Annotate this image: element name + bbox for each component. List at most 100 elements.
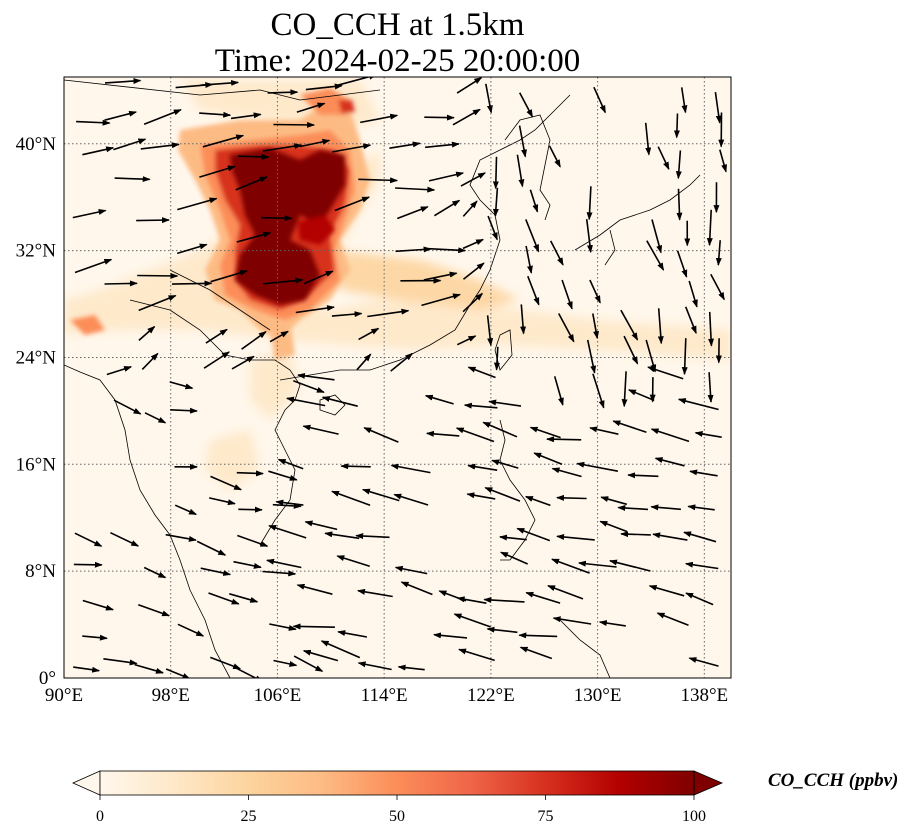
wind-arrow [397, 206, 429, 220]
wind-arrow [134, 663, 164, 674]
wind-arrow [165, 668, 191, 678]
wind-arrow [302, 649, 339, 662]
wind-arrow [229, 593, 259, 603]
wind-arrow [303, 270, 334, 285]
wind-arrow [202, 134, 245, 148]
wind-arrow [337, 630, 368, 638]
wind-arrow [237, 534, 269, 547]
wind-arrow [268, 470, 298, 481]
wind-arrow [357, 588, 393, 598]
wind-arrow [519, 646, 553, 660]
wind-arrow [452, 108, 481, 126]
wind-arrow [518, 632, 558, 639]
wind-arrow [467, 463, 498, 471]
colorbar-tick-label: 0 [96, 808, 104, 825]
wind-arrow [236, 470, 264, 477]
wind-arrow [617, 505, 649, 512]
colorbar: 0 25 50 75 100 [72, 770, 724, 825]
colorbar-tick-label: 75 [538, 808, 554, 825]
wind-arrow [304, 520, 338, 531]
wind-arrow [138, 294, 177, 312]
wind-arrow [361, 488, 400, 502]
wind-arrow [262, 570, 297, 577]
lat-tick-label: 16°N [16, 454, 57, 475]
wind-arrow [273, 659, 298, 667]
wind-vectors [72, 77, 727, 678]
wind-arrow [331, 311, 363, 318]
wind-arrow [363, 427, 399, 443]
lat-tick-label: 24°N [16, 347, 57, 368]
wind-arrow [547, 584, 584, 600]
wind-arrow [235, 176, 268, 191]
lon-tick-label: 130°E [574, 685, 622, 706]
wind-arrow [356, 353, 372, 371]
wind-arrow [646, 240, 665, 271]
wind-arrow [114, 176, 151, 183]
wind-arrow [72, 209, 107, 219]
wind-arrow [295, 305, 335, 314]
wind-arrow [687, 504, 715, 511]
wind-arrow [650, 504, 681, 511]
wind-arrow [174, 504, 198, 516]
wind-arrow [456, 77, 483, 94]
wind-arrow [524, 495, 551, 507]
wind-arrow [621, 371, 628, 408]
wind-arrow [397, 664, 425, 671]
wind-arrow [492, 187, 499, 217]
wind-arrow [592, 373, 605, 409]
wind-arrow [460, 172, 486, 187]
wind-arrow [292, 623, 335, 630]
wind-arrow [644, 122, 652, 156]
wind-arrow [82, 634, 108, 641]
wind-arrow [487, 215, 498, 241]
wind-arrow [136, 217, 170, 224]
colorbar-gradient [100, 771, 694, 795]
wind-arrow [627, 472, 659, 479]
wind-arrow [269, 330, 289, 343]
colorbar-extend-min [72, 770, 101, 796]
wind-arrow [525, 245, 533, 274]
lat-tick-label: 32°N [16, 241, 57, 262]
colorbar-tick-label: 25 [241, 808, 257, 825]
wind-arrow [266, 558, 302, 569]
wind-arrow [623, 335, 639, 365]
wind-arrow [520, 304, 527, 335]
wind-arrow [421, 293, 461, 307]
wind-arrow [548, 145, 561, 168]
wind-arrow [424, 114, 455, 121]
wind-arrow [210, 475, 243, 491]
wind-arrow [428, 171, 465, 182]
wind-arrow [199, 165, 236, 178]
wind-arrow [170, 407, 198, 414]
wind-arrow [492, 156, 499, 190]
wind-arrow [140, 142, 180, 150]
wind-arrow [651, 219, 663, 254]
lon-tick-label: 98°E [152, 685, 190, 706]
wind-arrow [552, 616, 592, 625]
wind-arrow [657, 146, 670, 171]
wind-arrow [484, 486, 521, 502]
wind-arrow [297, 372, 335, 381]
wind-arrow [296, 583, 333, 595]
wind-arrow [389, 141, 421, 149]
wind-arrow [689, 469, 718, 477]
wind-arrow [233, 666, 264, 678]
wind-arrow [453, 613, 491, 628]
wind-arrow [113, 138, 147, 151]
wind-arrow [302, 424, 339, 435]
wind-arrow [321, 396, 358, 407]
wind-arrow [462, 238, 485, 250]
wind-arrow [73, 561, 103, 568]
wind-arrow [277, 458, 304, 470]
wind-arrow [233, 560, 262, 569]
wind-arrow [104, 110, 138, 121]
wind-arrow [463, 262, 485, 280]
wind-arrow [230, 112, 262, 120]
wind-arrow [358, 177, 399, 184]
wind-arrow [205, 328, 228, 344]
wind-arrow [263, 277, 304, 285]
wind-arrow [367, 308, 410, 318]
wind-arrow [673, 113, 680, 139]
wind-arrow [627, 389, 655, 402]
colorbar-ticks: 0 25 50 75 100 [96, 795, 706, 825]
